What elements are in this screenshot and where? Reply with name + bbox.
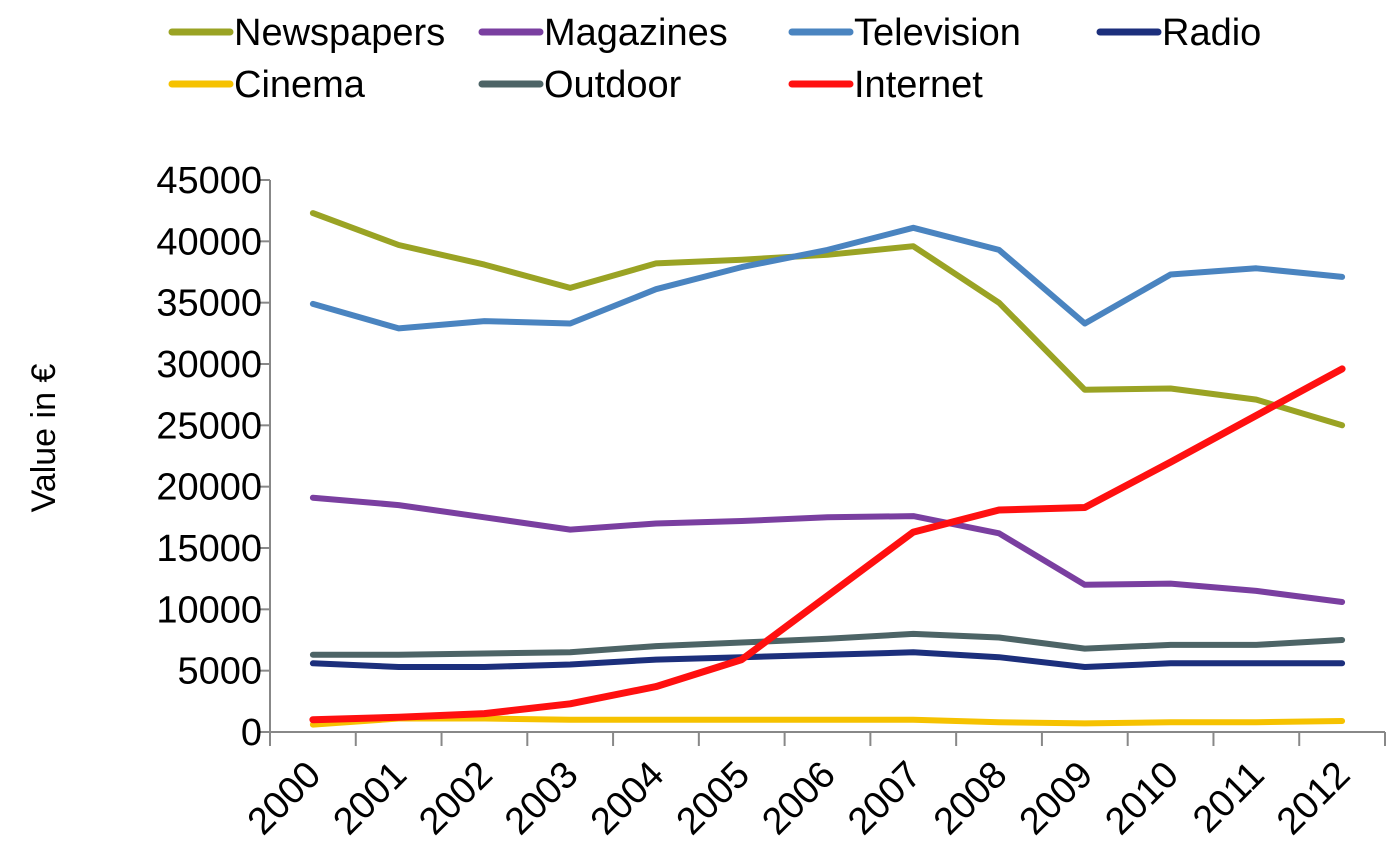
legend-label: Radio [1162, 12, 1261, 54]
y-tick-label: 25000 [156, 405, 262, 447]
legend-label: Internet [854, 64, 983, 106]
x-tick-label: 2002 [411, 754, 500, 843]
x-tick-label: 2007 [840, 754, 929, 843]
x-tick-label: 2004 [583, 754, 672, 843]
y-tick-label: 10000 [156, 589, 262, 631]
x-tick-label: 2010 [1097, 754, 1186, 843]
x-tick-label: 2012 [1269, 754, 1358, 843]
x-tick-label: 2009 [1012, 754, 1101, 843]
x-tick-label: 2008 [926, 754, 1015, 843]
x-tick-label: 2001 [326, 754, 415, 843]
legend-item-newspapers: Newspapers [168, 12, 445, 54]
series-line-cinema [309, 715, 1346, 728]
series-lines [309, 210, 1346, 728]
series-line-outdoor [309, 630, 1346, 658]
x-tick-label: 2006 [754, 754, 843, 843]
legend-item-outdoor: Outdoor [478, 64, 682, 106]
series-line-television [309, 224, 1346, 332]
legend-item-magazines: Magazines [478, 12, 728, 54]
y-tick-label: 0 [241, 712, 262, 754]
legend-item-radio: Radio [1096, 12, 1261, 54]
series-line-internet [309, 365, 1346, 724]
x-tick-label: 2005 [669, 754, 758, 843]
y-tick-label: 45000 [156, 160, 262, 202]
legend-label: Magazines [544, 12, 728, 54]
y-tick-label: 5000 [177, 651, 262, 693]
legend-label: Cinema [234, 64, 366, 106]
series-line-magazines [309, 494, 1346, 605]
y-tick-label: 35000 [156, 283, 262, 325]
y-tick-label: 30000 [156, 344, 262, 386]
x-tick-label: 2003 [497, 754, 586, 843]
legend-item-internet: Internet [788, 64, 983, 106]
x-tick-label: 2000 [240, 754, 329, 843]
legend-label: Television [854, 12, 1021, 54]
legend-label: Outdoor [544, 64, 682, 106]
y-tick-label: 40000 [156, 221, 262, 263]
y-tick-label: 20000 [156, 467, 262, 509]
legend-label: Newspapers [234, 12, 445, 54]
legend-item-cinema: Cinema [168, 64, 366, 106]
legend: Newspapers Magazines Television Radio Cinema… [168, 12, 1261, 106]
x-tick-label: 2011 [1185, 754, 1272, 841]
legend-item-television: Television [788, 12, 1021, 54]
y-axis-label: Value in € [25, 364, 63, 513]
y-tick-label: 15000 [156, 528, 262, 570]
series-line-newspapers [309, 210, 1346, 429]
